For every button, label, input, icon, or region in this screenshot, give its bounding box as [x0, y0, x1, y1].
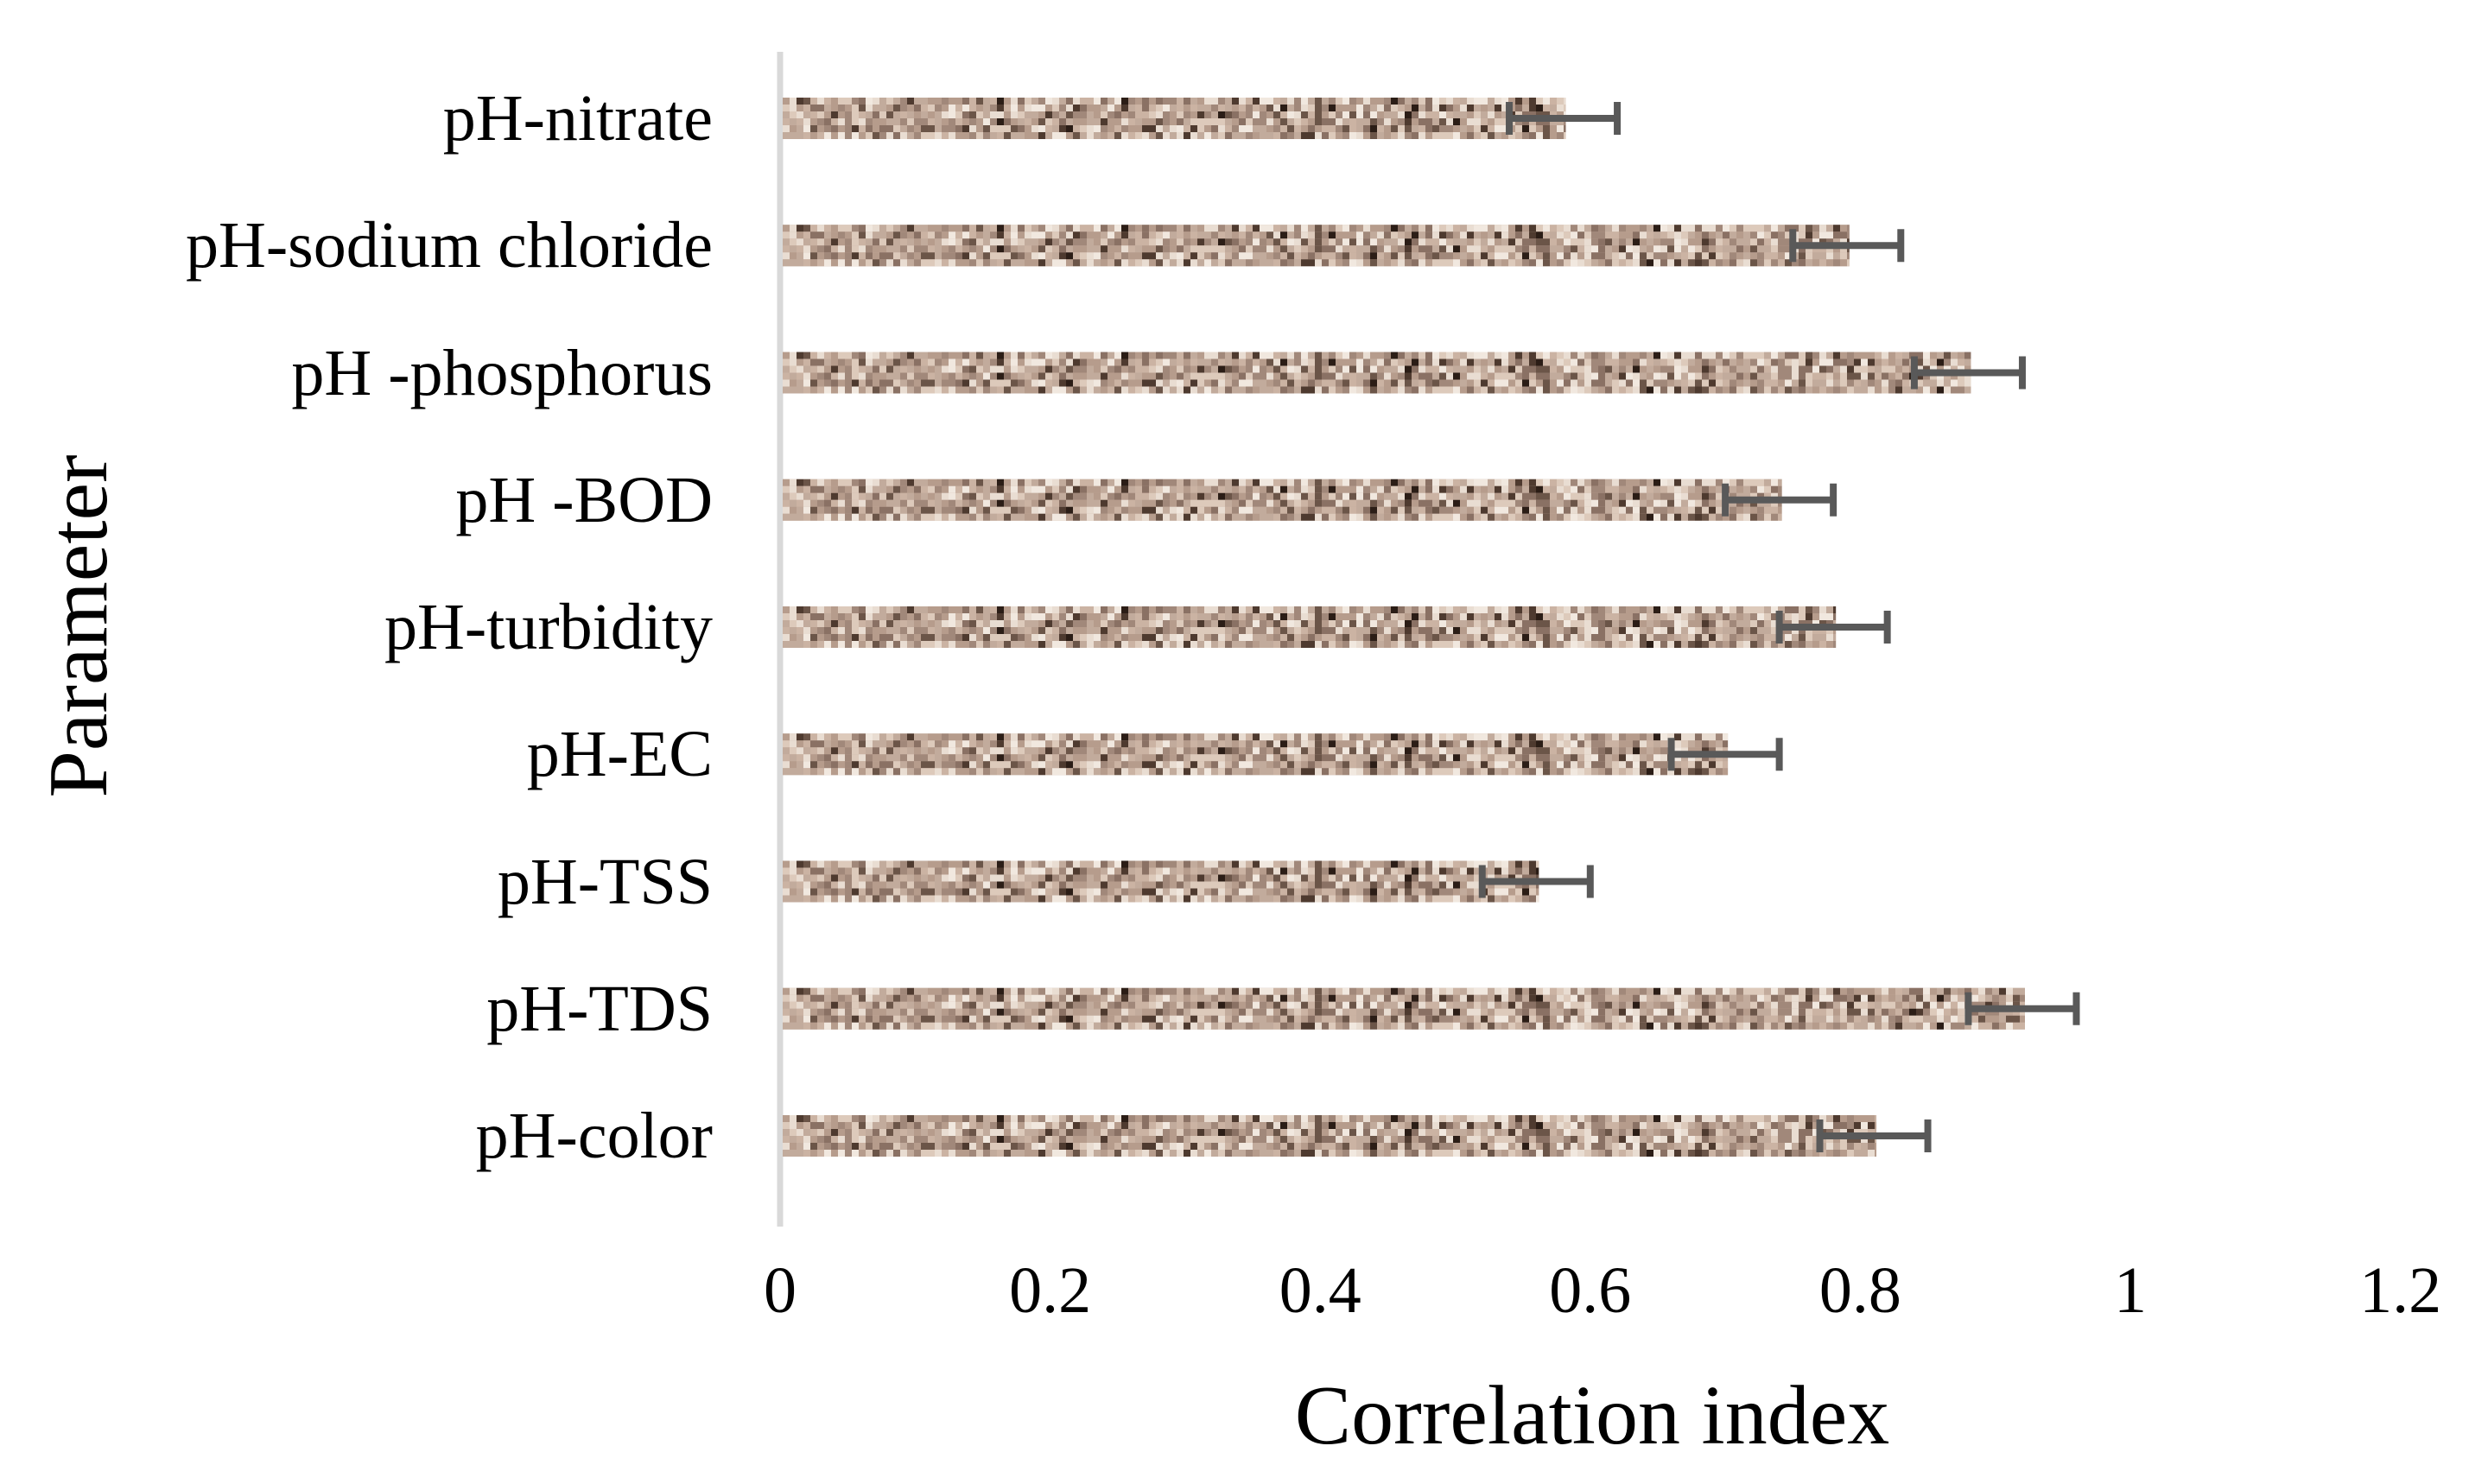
bar-ph-turbidity — [783, 606, 1837, 648]
category-label-ph-turbidity: pH-turbidity — [384, 591, 713, 663]
error-bar-ph-tds — [1964, 992, 2080, 1025]
y-axis-line — [777, 52, 784, 1227]
error-bar-ph-bod — [1722, 483, 1837, 517]
x-tick-label-1-2: 1.2 — [2359, 1254, 2442, 1327]
error-bar-ph-sodium-chloride — [1789, 229, 1905, 263]
bar-ph-ec — [783, 733, 1729, 776]
x-tick-label-0-2: 0.2 — [1009, 1254, 1092, 1327]
error-bar-ph-ec — [1667, 738, 1783, 771]
category-label-ph-tss: pH-TSS — [497, 845, 713, 918]
error-bar-ph-nitrate — [1506, 102, 1622, 135]
category-label-ph-color: pH-color — [475, 1100, 713, 1172]
x-tick-label-0-6: 0.6 — [1549, 1254, 1632, 1327]
error-bar-ph-color — [1816, 1119, 1932, 1152]
x-tick-label-0-8: 0.8 — [1818, 1254, 1901, 1327]
x-tick-label-0: 0 — [764, 1254, 797, 1327]
error-bar-ph-phosphorus — [1910, 356, 2026, 390]
bar-ph-sodium-chloride — [783, 225, 1850, 267]
error-bar-ph-turbidity — [1775, 611, 1891, 644]
bar-ph-bod — [783, 479, 1782, 521]
x-axis-title: Correlation index — [1294, 1369, 1890, 1462]
category-label-ph-nitrate: pH-nitrate — [442, 82, 713, 155]
bar-ph-phosphorus — [783, 352, 1971, 394]
category-label-ph-sodium-chloride: pH-sodium chloride — [185, 209, 713, 282]
x-tick-label-1: 1 — [2114, 1254, 2147, 1327]
bar-ph-tss — [783, 860, 1539, 903]
x-tick-label-0-4: 0.4 — [1279, 1254, 1361, 1327]
bar-ph-tds — [783, 987, 2025, 1030]
bar-ph-nitrate — [783, 98, 1566, 139]
error-bar-ph-tss — [1478, 865, 1594, 898]
category-label-ph-bod: pH -BOD — [455, 463, 713, 536]
bar-ph-color — [783, 1115, 1877, 1157]
category-label-ph-phosphorus: pH -phosphorus — [291, 336, 713, 409]
category-label-ph-tds: pH-TDS — [486, 972, 713, 1045]
category-label-ph-ec: pH-EC — [526, 718, 713, 791]
